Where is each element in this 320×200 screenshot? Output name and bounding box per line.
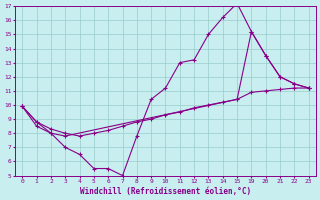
X-axis label: Windchill (Refroidissement éolien,°C): Windchill (Refroidissement éolien,°C) xyxy=(80,187,251,196)
